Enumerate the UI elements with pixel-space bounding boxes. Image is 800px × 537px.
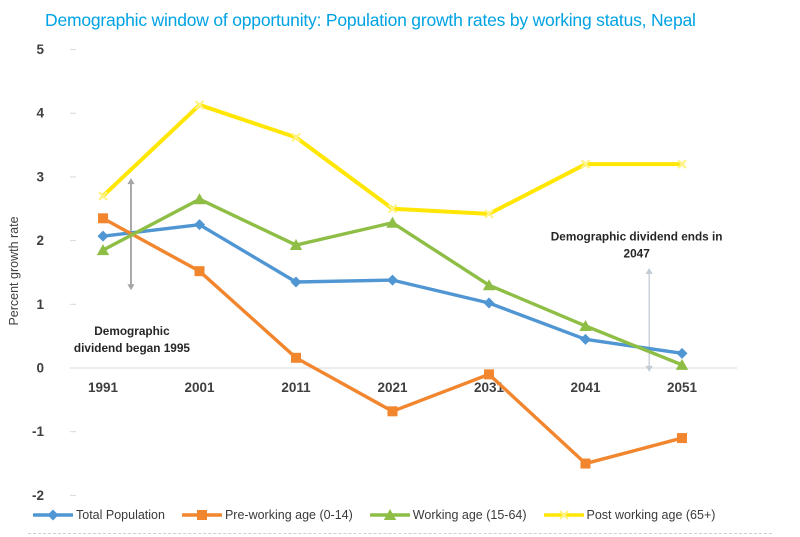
- svg-text:2011: 2011: [281, 380, 311, 395]
- svg-text:-2: -2: [32, 488, 44, 503]
- legend-item-pre-working-age: Pre-working age (0-14): [181, 508, 353, 522]
- svg-text:2051: 2051: [667, 380, 698, 395]
- legend-label: Working age (15-64): [412, 508, 527, 522]
- svg-text:2: 2: [36, 233, 44, 248]
- svg-text:1: 1: [36, 297, 44, 312]
- svg-text:3: 3: [36, 169, 44, 184]
- legend-item-post-working-age: Post working age (65+): [543, 508, 716, 522]
- legend-box-edge: [28, 533, 772, 534]
- line-square-icon: [181, 510, 222, 520]
- svg-text:4: 4: [36, 106, 44, 121]
- legend-item-total-population: Total Population: [33, 508, 165, 522]
- legend: Total Population Pre-working age (0-14) …: [33, 508, 773, 522]
- svg-text:dividend began 1995: dividend began 1995: [74, 341, 190, 355]
- svg-text:2021: 2021: [377, 380, 408, 395]
- line-x-icon: [543, 510, 584, 520]
- svg-text:5: 5: [36, 42, 44, 57]
- svg-text:2047: 2047: [624, 247, 651, 261]
- legend-label: Post working age (65+): [586, 508, 716, 522]
- chart-title: Demographic window of opportunity: Popul…: [45, 10, 696, 30]
- legend-label: Pre-working age (0-14): [224, 508, 353, 522]
- svg-text:2001: 2001: [184, 380, 215, 395]
- svg-text:Demographic dividend ends in: Demographic dividend ends in: [551, 230, 723, 244]
- svg-text:Demographic: Demographic: [94, 324, 170, 338]
- legend-item-working-age: Working age (15-64): [369, 508, 527, 522]
- line-diamond-icon: [33, 509, 73, 521]
- svg-text:0: 0: [36, 361, 44, 376]
- svg-text:2041: 2041: [570, 380, 601, 395]
- line-triangle-icon: [369, 509, 410, 520]
- legend-label: Total Population: [76, 508, 165, 522]
- svg-text:-1: -1: [32, 424, 44, 439]
- svg-text:1991: 1991: [88, 380, 119, 395]
